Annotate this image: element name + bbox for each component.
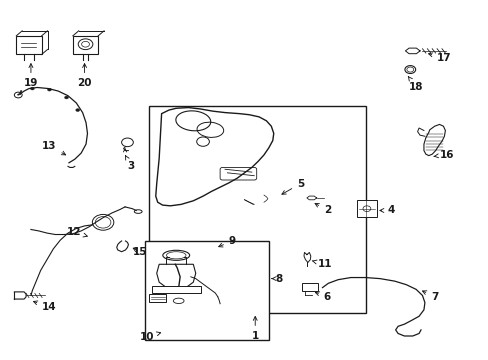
Bar [73,36,98,54]
Bar [356,201,376,217]
Text: 15: 15 [132,247,146,257]
Text: 3: 3 [125,156,135,171]
Circle shape [64,96,68,99]
Circle shape [76,109,80,112]
Text: 12: 12 [66,227,87,237]
Bar [149,294,166,302]
Text: 16: 16 [433,150,453,160]
Text: 18: 18 [407,77,423,92]
Text: 20: 20 [77,64,92,88]
Circle shape [47,88,51,91]
Bar [152,286,200,293]
Bar [144,241,268,339]
Text: 10: 10 [140,332,161,342]
Text: 1: 1 [251,316,258,341]
Text: 9: 9 [218,236,235,247]
Text: 14: 14 [34,301,57,312]
Text: 17: 17 [427,53,451,63]
Text: 4: 4 [379,206,394,216]
Circle shape [30,87,34,90]
Bar [16,36,41,54]
Text: 5: 5 [282,179,304,194]
Text: 2: 2 [314,203,330,216]
Text: 7: 7 [422,291,437,302]
Bar [302,283,317,291]
Text: 13: 13 [42,141,65,155]
Text: 19: 19 [24,64,38,88]
Text: 8: 8 [271,274,282,284]
Text: 6: 6 [315,292,330,302]
Bar [149,107,366,313]
Text: 11: 11 [311,259,331,269]
